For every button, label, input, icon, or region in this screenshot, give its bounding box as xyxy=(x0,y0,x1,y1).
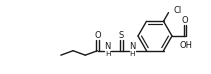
Text: H: H xyxy=(105,51,110,57)
Text: N: N xyxy=(129,42,136,51)
Text: N: N xyxy=(104,42,111,51)
Text: O: O xyxy=(94,31,101,40)
Text: Cl: Cl xyxy=(173,6,182,15)
Text: S: S xyxy=(119,31,124,40)
Text: OH: OH xyxy=(180,40,192,50)
Text: O: O xyxy=(182,16,188,25)
Text: H: H xyxy=(130,51,135,57)
